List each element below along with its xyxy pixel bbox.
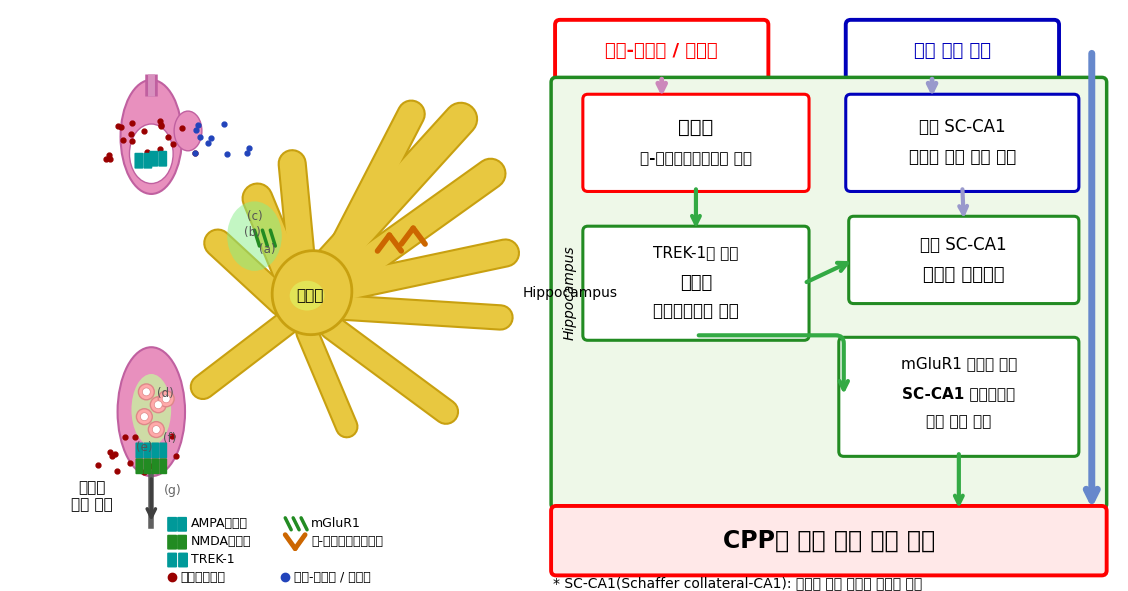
FancyBboxPatch shape: [135, 443, 143, 459]
FancyBboxPatch shape: [159, 443, 167, 459]
Text: (d): (d): [157, 387, 174, 400]
FancyBboxPatch shape: [143, 443, 151, 459]
Text: (a): (a): [259, 243, 275, 256]
Text: 글루타메이트 분비: 글루타메이트 분비: [653, 301, 739, 320]
Ellipse shape: [174, 111, 202, 151]
FancyBboxPatch shape: [552, 506, 1107, 576]
FancyBboxPatch shape: [149, 151, 158, 167]
Text: (c): (c): [247, 210, 263, 223]
FancyBboxPatch shape: [178, 553, 188, 567]
FancyBboxPatch shape: [143, 153, 152, 168]
Text: TREK-1: TREK-1: [191, 553, 235, 566]
Text: (g): (g): [165, 484, 182, 497]
Text: 별세포: 별세포: [680, 274, 712, 292]
Text: Hippocampus: Hippocampus: [563, 245, 576, 340]
FancyBboxPatch shape: [135, 459, 143, 474]
Circle shape: [158, 391, 174, 407]
Ellipse shape: [272, 251, 352, 335]
Text: 별세포: 별세포: [678, 118, 714, 137]
Text: 해마 SC-CA1: 해마 SC-CA1: [920, 236, 1007, 254]
Ellipse shape: [130, 124, 173, 184]
Text: (f): (f): [164, 433, 177, 446]
Text: 장소 정보 인식: 장소 정보 인식: [914, 41, 990, 60]
FancyBboxPatch shape: [151, 443, 159, 459]
FancyBboxPatch shape: [158, 151, 167, 167]
Circle shape: [148, 421, 165, 437]
FancyBboxPatch shape: [167, 517, 177, 532]
Text: 시냅스 신호 전달 증가: 시냅스 신호 전달 증가: [909, 148, 1016, 165]
FancyBboxPatch shape: [848, 216, 1078, 304]
Text: SC-CA1 신경세포의: SC-CA1 신경세포의: [902, 387, 1015, 401]
Ellipse shape: [121, 80, 182, 194]
FancyBboxPatch shape: [167, 553, 177, 567]
FancyBboxPatch shape: [143, 459, 151, 474]
FancyBboxPatch shape: [552, 77, 1107, 509]
Text: 시냅스
장기 강화: 시냅스 장기 강화: [71, 480, 113, 512]
Ellipse shape: [117, 348, 185, 476]
Text: (e): (e): [136, 441, 152, 454]
Circle shape: [155, 401, 162, 409]
Text: Hippocampus: Hippocampus: [522, 285, 617, 300]
FancyBboxPatch shape: [839, 337, 1078, 456]
Circle shape: [150, 397, 166, 413]
Circle shape: [139, 384, 155, 400]
Text: 별세포: 별세포: [297, 288, 324, 303]
FancyBboxPatch shape: [159, 459, 167, 474]
Circle shape: [136, 409, 152, 424]
Ellipse shape: [132, 374, 171, 446]
Text: 글루타메이트: 글루타메이트: [180, 571, 226, 584]
Text: 뮤-오피오이드수용체 자극: 뮤-오피오이드수용체 자극: [640, 151, 752, 166]
Text: NMDA수용체: NMDA수용체: [191, 535, 252, 548]
Text: mGluR1 자극을 통한: mGluR1 자극을 통한: [901, 356, 1017, 372]
FancyBboxPatch shape: [167, 535, 177, 550]
FancyBboxPatch shape: [555, 20, 768, 82]
Circle shape: [162, 395, 170, 403]
Text: 베타-엔돌핀 / 모르핀: 베타-엔돌핀 / 모르핀: [294, 571, 371, 584]
Text: CPP를 위한 장소 기억 형성: CPP를 위한 장소 기억 형성: [723, 529, 935, 553]
Ellipse shape: [290, 281, 325, 310]
FancyBboxPatch shape: [846, 20, 1059, 82]
FancyBboxPatch shape: [134, 153, 143, 168]
Text: (b): (b): [244, 226, 261, 239]
FancyBboxPatch shape: [177, 535, 187, 550]
Circle shape: [142, 388, 150, 396]
FancyBboxPatch shape: [151, 459, 159, 474]
Text: 베타-엔돌핀 / 모르핀: 베타-엔돌핀 / 모르핀: [606, 41, 719, 60]
Text: 뮤-오피오이드수용체: 뮤-오피오이드수용체: [311, 535, 384, 548]
Ellipse shape: [227, 202, 282, 271]
Circle shape: [140, 413, 148, 421]
FancyBboxPatch shape: [846, 94, 1078, 191]
Circle shape: [152, 426, 160, 434]
Text: 시냅스 장기강화: 시냅스 장기강화: [923, 266, 1005, 284]
Text: TREK-1을 통한: TREK-1을 통한: [653, 245, 739, 261]
Text: 해마 SC-CA1: 해마 SC-CA1: [919, 118, 1006, 136]
Text: AMPA수용체: AMPA수용체: [191, 517, 248, 530]
Text: * SC-CA1(Schaffer collateral-CA1): 해마의 주요 시냅스 가운데 하나: * SC-CA1(Schaffer collateral-CA1): 해마의 주…: [553, 576, 923, 590]
FancyBboxPatch shape: [177, 517, 187, 532]
FancyBboxPatch shape: [583, 226, 809, 340]
FancyBboxPatch shape: [583, 94, 809, 191]
Text: mGluR1: mGluR1: [311, 517, 361, 530]
Text: 신호 전달 증가: 신호 전달 증가: [926, 414, 992, 429]
